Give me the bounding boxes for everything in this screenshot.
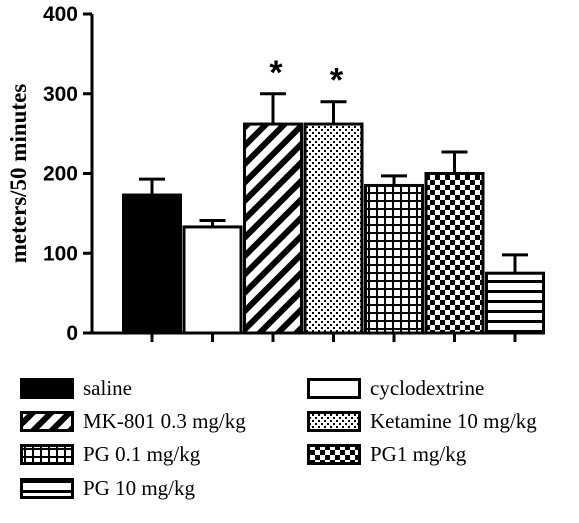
legend-swatch <box>307 444 361 465</box>
legend-label: MK-801 0.3 mg/kg <box>83 409 246 433</box>
legend-swatch <box>20 411 74 432</box>
significance-marker: * <box>330 62 344 100</box>
legend-label: PG1 mg/kg <box>370 442 467 466</box>
legend-swatch <box>20 444 74 465</box>
axes: 0 100 200 300 400 meters/50 minutes <box>6 3 545 345</box>
legend-label: saline <box>83 376 132 400</box>
legend-swatch <box>307 411 361 432</box>
significance-marker: * <box>269 54 283 92</box>
bar <box>364 183 424 335</box>
bar <box>182 225 243 335</box>
bar <box>485 271 545 335</box>
legend-label: PG 10 mg/kg <box>83 476 196 500</box>
bar <box>424 172 485 335</box>
bar <box>303 122 364 335</box>
y-tick-label: 100 <box>43 242 78 265</box>
bar <box>122 193 182 335</box>
legend: saline cyclodextrine MK-801 0.3 mg/kg Ketam… <box>20 376 537 500</box>
y-tick-label: 200 <box>43 163 78 186</box>
legend-label: Ketamine 10 mg/kg <box>370 409 537 433</box>
legend-swatch <box>20 378 74 399</box>
legend-swatch <box>307 378 361 399</box>
y-tick-label: 400 <box>43 3 78 26</box>
y-tick-label: 0 <box>66 322 78 345</box>
legend-label: cyclodextrine <box>370 376 484 400</box>
y-axis-title: meters/50 minutes <box>6 84 31 264</box>
bars: * * <box>122 54 545 335</box>
legend-label: PG 0.1 mg/kg <box>83 442 201 466</box>
y-tick-label: 300 <box>43 83 78 106</box>
legend-swatch <box>20 478 74 499</box>
bar <box>243 122 303 335</box>
